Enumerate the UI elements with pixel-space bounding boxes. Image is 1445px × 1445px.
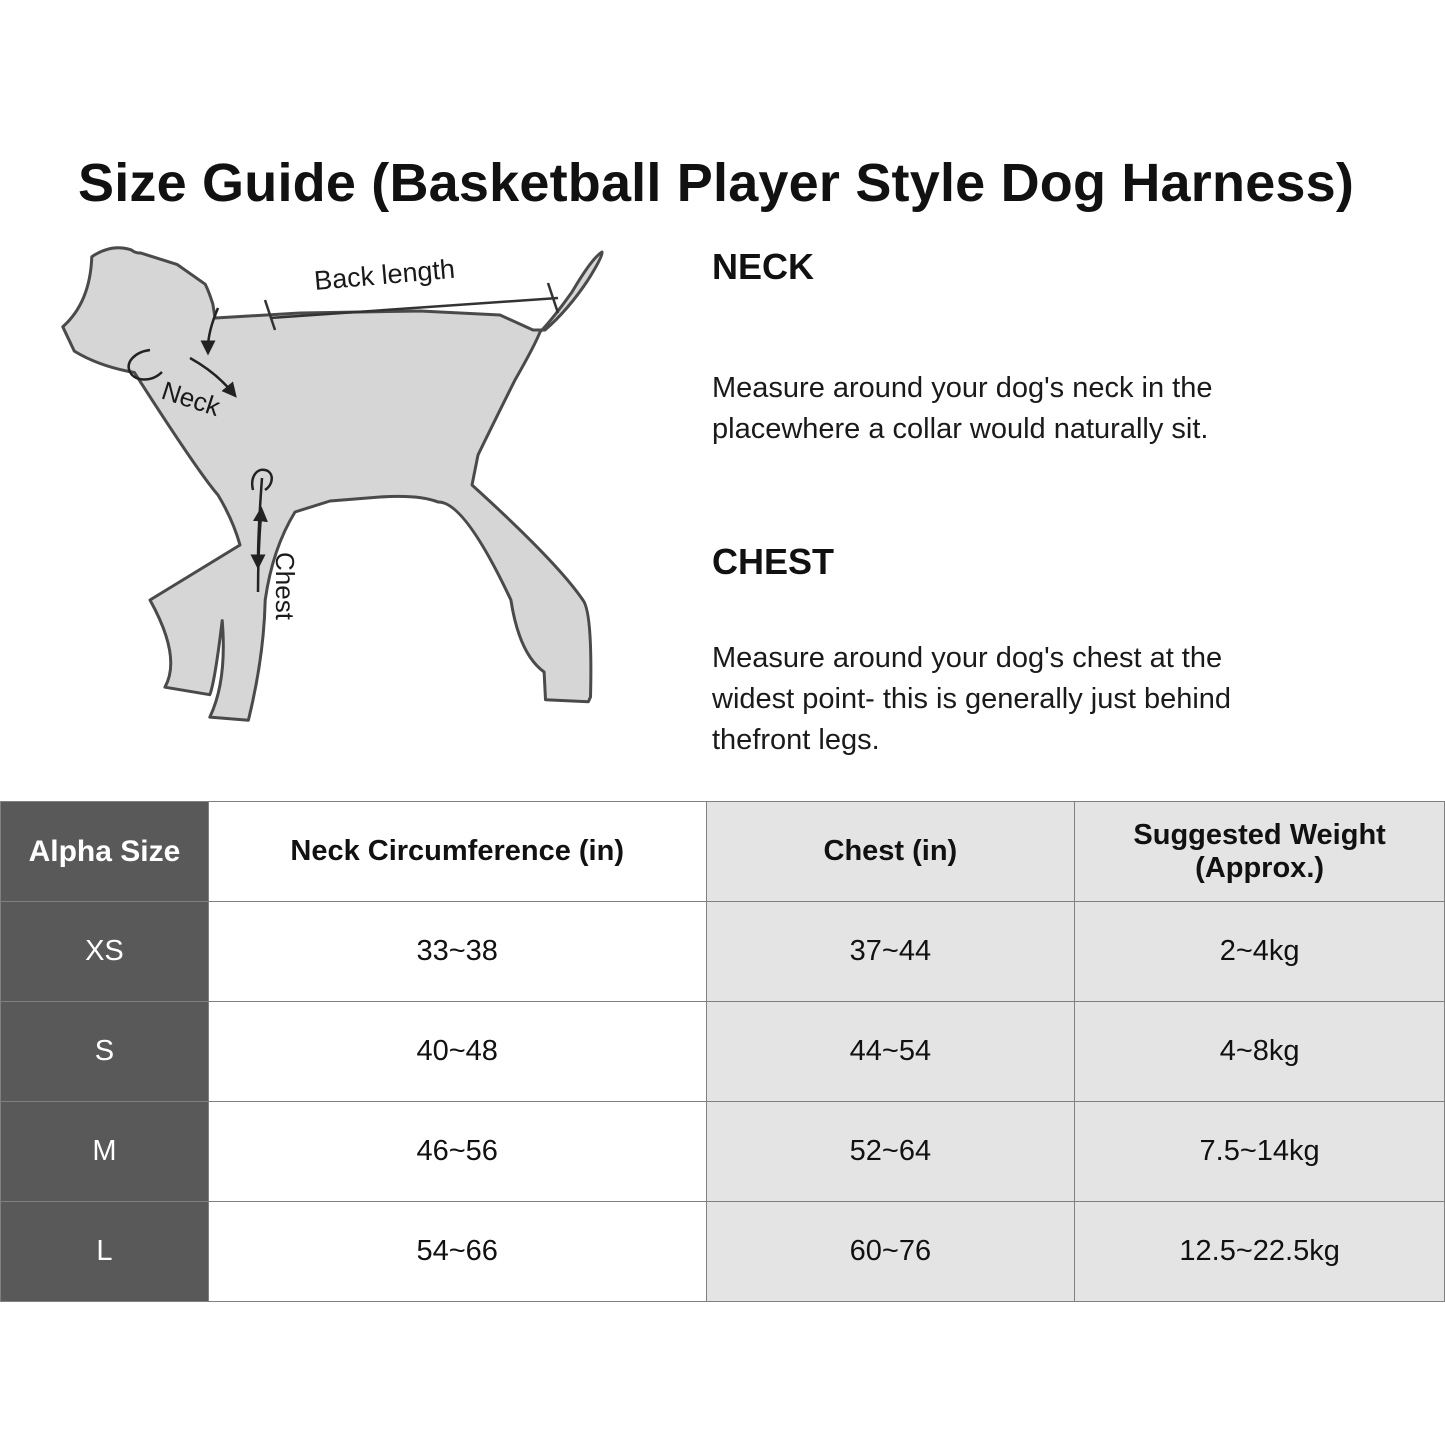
svg-text:Chest: Chest xyxy=(270,552,300,621)
svg-text:Back length: Back length xyxy=(313,254,456,296)
